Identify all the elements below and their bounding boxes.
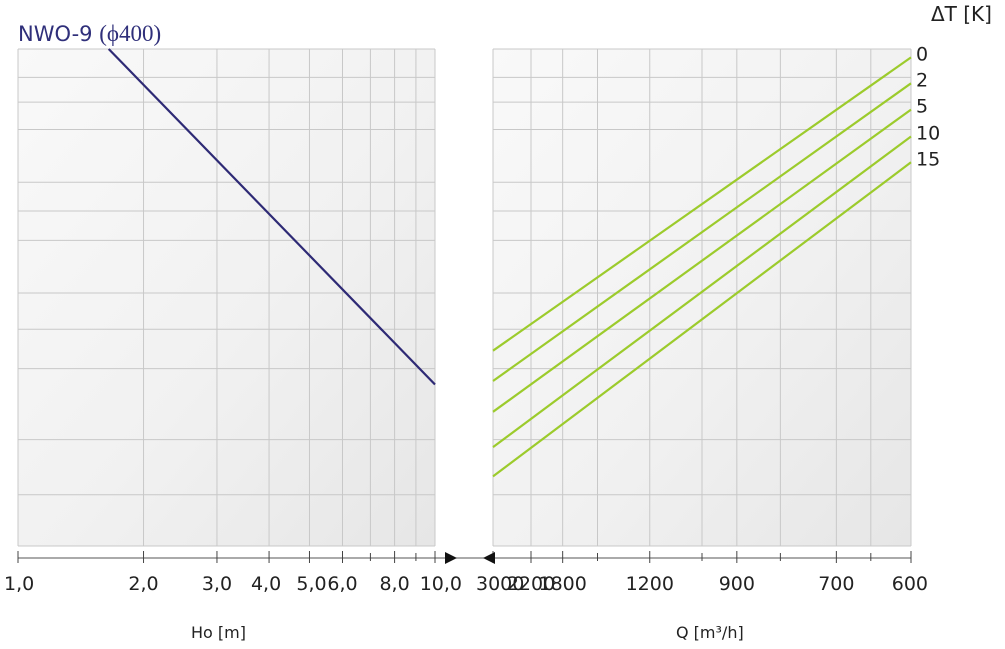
delta-t-label-15: 15 <box>916 148 940 170</box>
delta-t-line-5 <box>492 108 912 413</box>
left-arrow-icon <box>483 552 495 564</box>
left-plot-area <box>18 49 435 546</box>
legend-title: ΔT [K] <box>931 2 992 26</box>
delta-t-line-0 <box>492 56 912 352</box>
right-x-tick-label: 900 <box>719 573 755 595</box>
grid <box>17 48 912 547</box>
right-x-tick-label: 3000 <box>476 573 524 595</box>
right-x-tick-label: 1800 <box>538 573 586 595</box>
chart-title-main: NWO-9 <box>18 22 99 46</box>
right-x-tick-label: 1200 <box>626 573 674 595</box>
delta-t-label-5: 5 <box>916 96 928 118</box>
delta-t-label-0: 0 <box>916 43 928 65</box>
delta-t-line-15 <box>492 161 912 478</box>
right-x-tick-label: 700 <box>818 573 854 595</box>
delta-t-label-2: 2 <box>916 69 928 91</box>
delta-t-line-10 <box>492 135 912 448</box>
left-x-tick-label: 2,0 <box>128 573 158 595</box>
right-arrow-icon <box>445 552 457 564</box>
right-x-tick-label: 600 <box>892 573 928 595</box>
chart-title-sub: (ϕ400) <box>99 21 161 46</box>
chart-title: NWO-9 (ϕ400) <box>18 21 161 46</box>
right-x-tick-label: 2200 <box>507 573 555 595</box>
left-x-tick-label: 10,0 <box>420 573 462 595</box>
data-lines: 0 2 5 10 15 <box>107 43 940 478</box>
left-x-tick-label: 1,0 <box>4 573 34 595</box>
left-x-tick-label: 6,0 <box>327 573 357 595</box>
delta-t-line-2 <box>492 82 912 382</box>
left-x-tick-label: 4,0 <box>251 573 281 595</box>
left-x-tick-label: 5,0 <box>296 573 326 595</box>
left-x-axis-title: Ho [m] <box>191 623 246 642</box>
delta-t-label-10: 10 <box>916 122 940 144</box>
head-loss-line <box>107 48 436 386</box>
left-x-tick-label: 3,0 <box>202 573 232 595</box>
right-x-axis-title: Q [m³/h] <box>676 623 744 642</box>
left-x-tick-label: 8,0 <box>379 573 409 595</box>
